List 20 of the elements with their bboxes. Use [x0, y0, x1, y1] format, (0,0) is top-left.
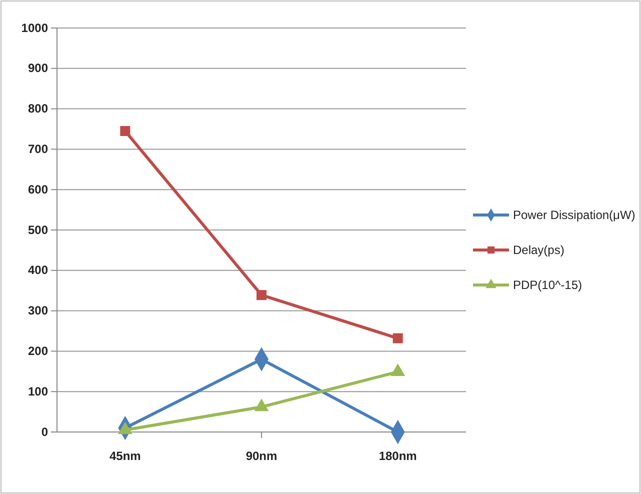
y-tick-label: 300: [28, 304, 48, 318]
x-tick-label: 180nm: [378, 449, 417, 464]
y-tick-label: 800: [28, 102, 48, 116]
legend-label: Delay(ps): [513, 243, 564, 258]
y-tick-label: 0: [41, 424, 48, 439]
y-tick-label: 100: [28, 384, 48, 398]
point: [256, 290, 266, 300]
y-tick-label: 900: [28, 61, 48, 76]
y-tick-label: 400: [28, 263, 48, 278]
point: [120, 126, 130, 136]
y-tick-label: 500: [28, 222, 48, 237]
x-tick-label: 45nm: [109, 449, 141, 464]
y-tick-label: 600: [28, 182, 48, 196]
legend-label: PDP(10^-15): [513, 278, 582, 292]
y-tick-label: 200: [28, 344, 48, 358]
x-tick-label: 90nm: [246, 449, 278, 464]
point: [392, 333, 403, 344]
y-tick-label: 700: [28, 142, 48, 156]
legend-label: Power Dissipation(μW): [513, 208, 636, 222]
y-tick-label: 1000: [21, 20, 48, 35]
